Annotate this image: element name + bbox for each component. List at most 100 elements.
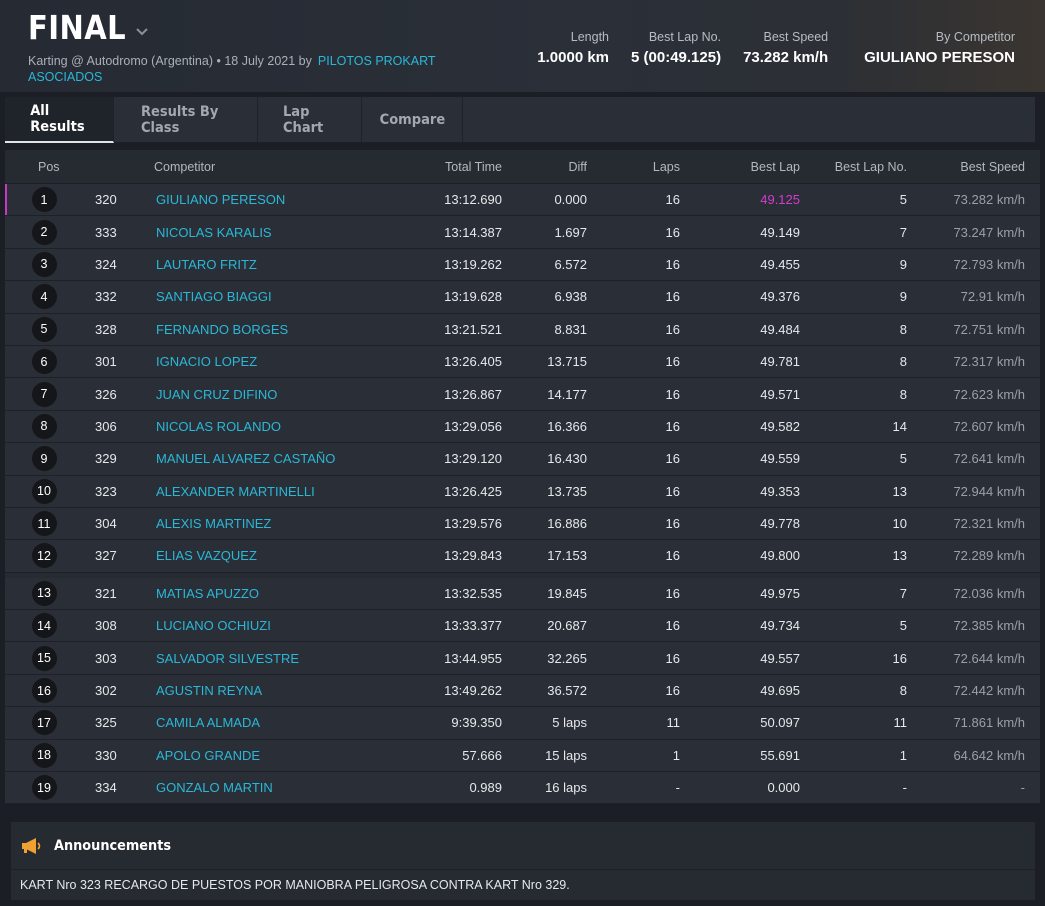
diff-value: 1.697	[554, 224, 587, 240]
diff-value: 17.153	[547, 548, 587, 564]
competitor-name[interactable]: JUAN CRUZ DIFINO	[156, 386, 278, 402]
table-row[interactable]: 11 304 ALEXIS MARTINEZ 13:29.576 16.886 16 49.…	[5, 507, 1040, 541]
table-row[interactable]: 14 308 LUCIANO OCHIUZI 13:33.377 20.687 16 49.…	[5, 610, 1040, 643]
laps-value: 16	[665, 683, 680, 699]
pos-cell: 11	[5, 511, 95, 537]
position-badge: 8	[31, 413, 57, 439]
col-total-time[interactable]: Total Time	[445, 159, 502, 174]
best-lap-no: 8	[899, 683, 907, 699]
diff-value: 20.687	[547, 618, 587, 634]
table-row[interactable]: 18 330 APOLO GRANDE 57.666 15 laps 1 55.691 1 64…	[5, 739, 1040, 773]
best-speed: 73.282 km/h	[953, 192, 1025, 208]
best-lap: 49.800	[760, 548, 800, 564]
col-pos[interactable]: Pos	[38, 159, 60, 174]
diff-value: 16.886	[547, 516, 587, 532]
best-lap-no: 5	[899, 192, 907, 208]
best-lap: 49.484	[760, 321, 800, 337]
table-row[interactable]: 13 321 MATIAS APUZZO 13:32.535 19.845 16 49.97…	[5, 577, 1040, 611]
col-best-lap[interactable]: Best Lap	[750, 159, 800, 174]
pos-cell: 17	[5, 710, 95, 736]
competitor-name[interactable]: AGUSTIN REYNA	[156, 683, 263, 699]
competitor-name[interactable]: SALVADOR SILVESTRE	[156, 650, 300, 666]
kart-number: 334	[95, 780, 117, 796]
table-row[interactable]: 2 333 NICOLAS KARALIS 13:14.387 1.697 16 49.14…	[5, 216, 1040, 249]
event-info: Karting @ Autodromo (Argentina) • 18 Jul…	[28, 54, 312, 68]
col-laps[interactable]: Laps	[652, 159, 680, 174]
diff-value: 0.000	[554, 192, 587, 208]
laps-value: 16	[665, 548, 680, 564]
kart-number: 304	[95, 516, 117, 532]
tab-lap-chart[interactable]: Lap Chart	[258, 97, 362, 143]
announcements-panel: Announcements KART Nro 323 RECARGO DE PU…	[11, 822, 1035, 900]
kart-number: 303	[95, 650, 117, 666]
title-row[interactable]: FINAL	[28, 8, 150, 47]
competitor-name[interactable]: CAMILA ALMADA	[156, 715, 261, 731]
competitor-name[interactable]: ALEXIS MARTINEZ	[156, 516, 272, 532]
competitor-name[interactable]: LAUTARO FRITZ	[156, 256, 257, 272]
competitor-name[interactable]: NICOLAS KARALIS	[156, 224, 272, 240]
total-time: 13:26.867	[444, 386, 502, 402]
table-row[interactable]: 15 303 SALVADOR SILVESTRE 13:44.955 32.265 16…	[5, 642, 1040, 675]
table-row[interactable]: 6 301 IGNACIO LOPEZ 13:26.405 13.715 16 49.781…	[5, 345, 1040, 379]
kart-number: 325	[95, 715, 117, 731]
table-row[interactable]: 1 320 GIULIANO PERESON 13:12.690 0.000 16 49.1…	[5, 184, 1040, 217]
best-speed: 72.793 km/h	[953, 256, 1025, 272]
competitor-name[interactable]: GIULIANO PERESON	[156, 192, 286, 208]
table-row[interactable]: 12 327 ELIAS VAZQUEZ 13:29.843 17.153 16 49.80…	[5, 540, 1040, 573]
table-row[interactable]: 5 328 FERNANDO BORGES 13:21.521 8.831 16 49.48…	[5, 313, 1040, 346]
total-time: 13:29.056	[444, 418, 502, 434]
pos-cell: 16	[5, 678, 95, 704]
col-best-lap-no[interactable]: Best Lap No.	[834, 159, 907, 174]
competitor-name[interactable]: LUCIANO OCHIUZI	[156, 618, 271, 634]
competitor-name[interactable]: SANTIAGO BIAGGI	[156, 289, 272, 305]
table-row[interactable]: 19 334 GONZALO MARTIN 0.989 16 laps - 0.000 - -	[5, 772, 1040, 805]
kart-number: 326	[95, 386, 117, 402]
stat-label: By Competitor	[935, 30, 1015, 44]
best-lap-no: 5	[899, 618, 907, 634]
table-row[interactable]: 16 302 AGUSTIN REYNA 13:49.262 36.572 16 49.69…	[5, 674, 1040, 708]
results-table: Pos Competitor Total Time Diff Laps Best…	[5, 150, 1040, 805]
best-lap-no: 1	[899, 747, 907, 763]
tab-compare[interactable]: Compare	[362, 97, 463, 143]
kart-number: 333	[95, 224, 117, 240]
organizer-link[interactable]: PILOTOS PROKART ASOCIADOS	[28, 54, 436, 84]
col-competitor[interactable]: Competitor	[154, 159, 216, 174]
chevron-down-icon[interactable]	[134, 23, 150, 39]
table-row[interactable]: 10 323 ALEXANDER MARTINELLI 13:26.425 13.735…	[5, 475, 1040, 508]
competitor-name[interactable]: MANUEL ALVAREZ CASTAÑO	[156, 451, 336, 467]
competitor-name[interactable]: IGNACIO LOPEZ	[156, 354, 258, 370]
best-lap: 49.734	[760, 618, 800, 634]
pos-cell: 12	[5, 543, 95, 569]
pos-cell: 2	[5, 219, 95, 245]
competitor-name[interactable]: ELIAS VAZQUEZ	[156, 548, 257, 564]
best-lap-no: 10	[892, 516, 907, 532]
best-lap: 49.582	[760, 418, 800, 434]
table-row[interactable]: 9 329 MANUEL ALVAREZ CASTAÑO 13:29.120 16.43…	[5, 443, 1040, 476]
competitor-name[interactable]: ALEXANDER MARTINELLI	[156, 483, 315, 499]
pos-cell: 18	[5, 742, 95, 768]
table-row[interactable]: 8 306 NICOLAS ROLANDO 13:29.056 16.366 16 49.5…	[5, 410, 1040, 444]
total-time: 57.666	[462, 747, 502, 763]
col-best-speed[interactable]: Best Speed	[960, 159, 1025, 174]
table-row[interactable]: 4 332 SANTIAGO BIAGGI 13:19.628 6.938 16 49.37…	[5, 281, 1040, 314]
competitor-name[interactable]: MATIAS APUZZO	[156, 585, 260, 601]
pos-cell: 7	[5, 381, 95, 407]
col-diff[interactable]: Diff	[568, 159, 587, 174]
table-row[interactable]: 3 324 LAUTARO FRITZ 13:19.262 6.572 16 49.455 9…	[5, 248, 1040, 282]
tab-label: Results By Class	[140, 104, 219, 136]
competitor-name[interactable]: GONZALO MARTIN	[156, 780, 273, 796]
pos-cell: 8	[5, 413, 95, 439]
table-row[interactable]: 7 326 JUAN CRUZ DIFINO 13:26.867 14.177 16 49.…	[5, 378, 1040, 411]
position-badge: 10	[31, 478, 57, 504]
tab-all-results[interactable]: All Results	[5, 97, 114, 143]
best-speed: -	[1020, 780, 1025, 796]
best-lap: 49.376	[760, 289, 800, 305]
best-lap: 49.975	[760, 585, 800, 601]
competitor-name[interactable]: FERNANDO BORGES	[156, 321, 289, 337]
competitor-name[interactable]: NICOLAS ROLANDO	[156, 418, 281, 434]
position-badge: 9	[31, 446, 57, 472]
tab-results-by-class[interactable]: Results By Class	[114, 97, 258, 143]
announcements-header: Announcements	[11, 822, 1035, 870]
table-row[interactable]: 17 325 CAMILA ALMADA 9:39.350 5 laps 11 50.097…	[5, 707, 1040, 740]
competitor-name[interactable]: APOLO GRANDE	[156, 747, 261, 763]
